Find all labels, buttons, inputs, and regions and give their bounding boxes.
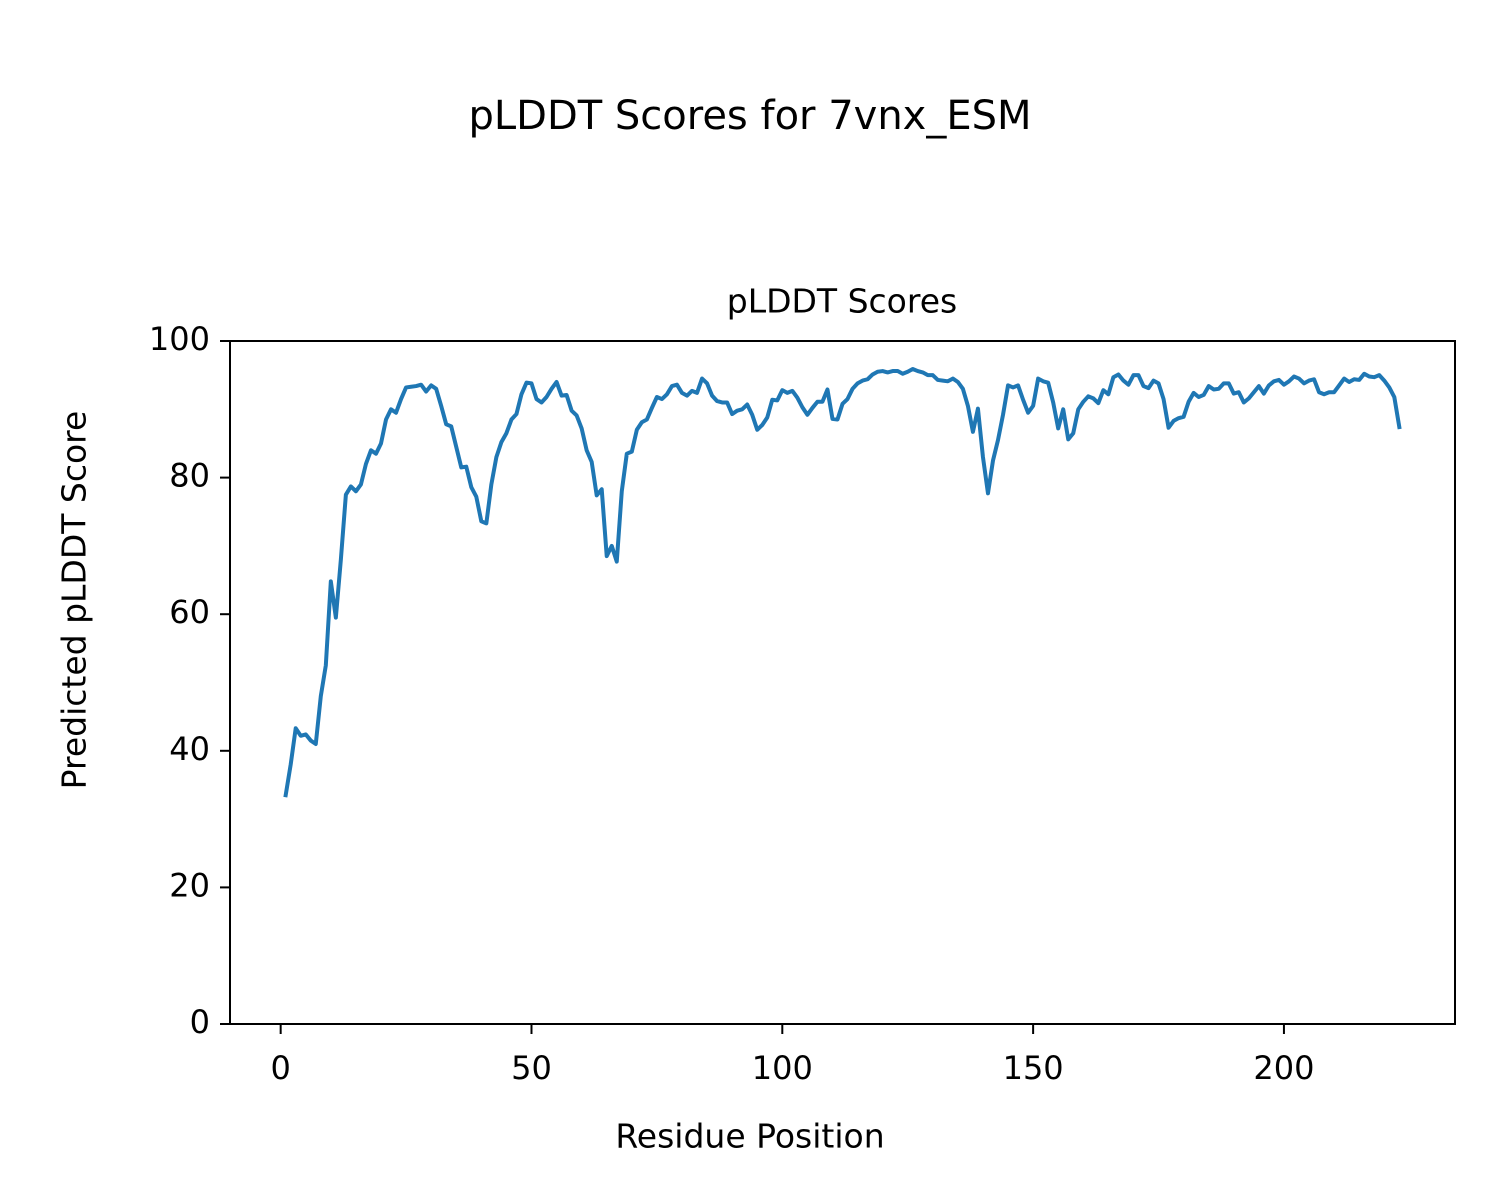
y-tick-label: 100 [149, 320, 210, 358]
axes-frame [229, 340, 1456, 1025]
data-line [283, 367, 1402, 798]
x-tick-label: 0 [270, 1049, 290, 1087]
y-axis-label: Predicted pLDDT Score [55, 411, 94, 790]
x-tick-label: 100 [752, 1049, 813, 1087]
x-tick-label: 50 [511, 1049, 552, 1087]
x-tick-label: 200 [1253, 1049, 1314, 1087]
x-axis-label: Residue Position [615, 1117, 884, 1156]
y-tick-label: 60 [169, 593, 210, 631]
y-tick-label: 80 [169, 457, 210, 495]
y-tick-label: 40 [169, 730, 210, 768]
y-tick-label: 20 [169, 866, 210, 904]
axes-title: pLDDT Scores [727, 282, 957, 321]
figure-title: pLDDT Scores for 7vnx_ESM [468, 93, 1031, 139]
x-tick-label: 150 [1003, 1049, 1064, 1087]
y-tick-label: 0 [190, 1003, 210, 1041]
